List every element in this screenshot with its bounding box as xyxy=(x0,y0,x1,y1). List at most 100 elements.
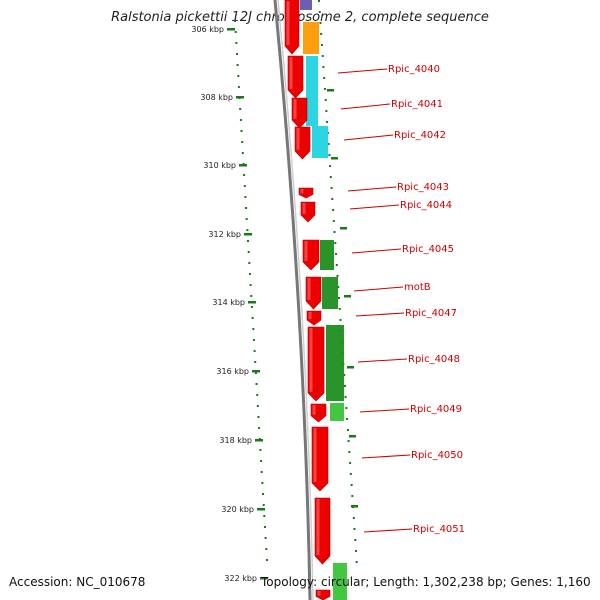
guide-dot xyxy=(250,306,253,308)
map-title: Ralstonia pickettii 12J chromosome 2, co… xyxy=(111,10,489,25)
gene-label-leader xyxy=(355,312,405,317)
gene-arrow-highlight xyxy=(289,57,293,89)
gene-label-leader xyxy=(343,134,394,141)
guide-dot xyxy=(260,471,263,473)
scale-tick xyxy=(252,370,260,373)
guide-dot xyxy=(254,361,257,363)
chromosome-backbone xyxy=(273,0,314,600)
cog-band xyxy=(333,563,347,600)
guide-dot xyxy=(345,407,348,409)
guide-dot xyxy=(237,86,240,88)
cog-band xyxy=(300,0,312,10)
guide-dot xyxy=(349,473,352,475)
guide-dot xyxy=(250,295,253,297)
gene-label: Rpic_4042 xyxy=(394,130,446,141)
gene-label-leader xyxy=(363,528,413,533)
gene-arrow-highlight xyxy=(312,405,316,415)
guide-dot xyxy=(334,242,337,244)
guide-dot xyxy=(259,449,262,451)
guide-dot xyxy=(236,53,238,55)
guide-dot xyxy=(260,460,263,462)
scale-tick xyxy=(257,508,265,511)
scale-tick-label: 314 kbp xyxy=(212,298,245,307)
guide-dot xyxy=(338,308,341,310)
guide-dot xyxy=(354,539,357,541)
guide-dot xyxy=(248,262,251,264)
gene-label: Rpic_4051 xyxy=(413,524,465,535)
guide-dot xyxy=(332,209,335,211)
accession-text: Accession: NC_010678 xyxy=(9,575,146,589)
guide-dot xyxy=(325,110,328,112)
guide-dot xyxy=(264,526,266,528)
guide-dot xyxy=(321,55,324,57)
guide-dot xyxy=(352,517,355,519)
gene-arrow-highlight xyxy=(302,203,306,214)
scale-tick-label: 306 kbp xyxy=(191,25,224,34)
guide-dot xyxy=(337,286,340,288)
guide-dot xyxy=(336,275,339,277)
cog-band xyxy=(312,126,328,158)
guide-dot xyxy=(243,185,246,187)
gene-label-leader xyxy=(361,454,411,459)
guide-dot xyxy=(320,33,323,35)
cog-band xyxy=(330,403,344,421)
gene-arrow-highlight xyxy=(309,328,313,392)
guide-dot xyxy=(247,240,249,242)
guide-dot xyxy=(326,121,329,123)
scale-tick-label: 318 kbp xyxy=(219,436,252,445)
guide-dot xyxy=(252,328,255,330)
guide-dot xyxy=(241,141,244,143)
guide-dot xyxy=(318,0,320,2)
gene-label-leader xyxy=(359,408,410,413)
gene-label: Rpic_4041 xyxy=(391,99,443,110)
gene-arrow-highlight xyxy=(308,312,312,320)
guide-dot xyxy=(265,548,268,550)
gene-labels: Rpic_4040 Rpic_4041 Rpic_4042 Rpic_4043 Rpic… xyxy=(337,64,465,535)
guide-dot xyxy=(251,317,254,319)
guide-dot xyxy=(234,31,237,33)
gene-label-leader xyxy=(349,204,400,210)
guide-dot xyxy=(256,405,259,407)
guide-dot xyxy=(239,119,242,121)
guide-dot xyxy=(338,297,340,299)
scale-tick-minor xyxy=(347,366,354,369)
cog-band xyxy=(303,22,319,54)
guide-dot xyxy=(330,187,333,189)
guide-dot xyxy=(347,440,350,442)
guide-dot xyxy=(323,88,326,90)
guide-dot xyxy=(264,537,267,539)
guide-dot xyxy=(321,44,323,46)
guide-dot xyxy=(355,550,357,552)
gene-label: motB xyxy=(404,282,431,293)
gene-label-leader xyxy=(351,248,402,254)
cog-band xyxy=(306,56,318,126)
gene-arrow-highlight xyxy=(317,591,321,596)
guide-dot xyxy=(246,229,249,231)
guide-dot xyxy=(355,561,358,563)
scale-tick-label: 312 kbp xyxy=(208,230,241,239)
scale-tick-minor xyxy=(349,435,356,438)
topology-text: Topology: circular; Length: 1,302,238 bp… xyxy=(261,575,591,589)
gene-arrows xyxy=(284,0,331,600)
guide-dot xyxy=(241,152,244,154)
gene-arrow-highlight xyxy=(296,128,300,150)
scale-tick-minor xyxy=(327,89,334,92)
guide-dot xyxy=(244,196,247,198)
scale-ticks: 306 kbp 308 kbp 310 kbp 312 kbp 314 kbp 316 k… xyxy=(191,25,358,583)
guide-dot xyxy=(327,143,330,145)
backbone-shade xyxy=(277,0,314,600)
scale-tick xyxy=(260,577,268,580)
scale-tick-minor xyxy=(344,295,351,298)
guide-dot xyxy=(234,20,236,22)
cog-band xyxy=(326,325,344,401)
guide-dot xyxy=(329,176,332,178)
scale-tick-label: 310 kbp xyxy=(203,161,236,170)
guide-dot xyxy=(262,493,264,495)
guide-dot xyxy=(258,427,261,429)
scale-tick-label: 322 kbp xyxy=(224,574,257,583)
guide-dot xyxy=(322,66,325,68)
guide-dot xyxy=(339,319,342,321)
guide-dot xyxy=(324,99,327,101)
guide-dot xyxy=(235,42,238,44)
guide-dot xyxy=(245,218,248,220)
